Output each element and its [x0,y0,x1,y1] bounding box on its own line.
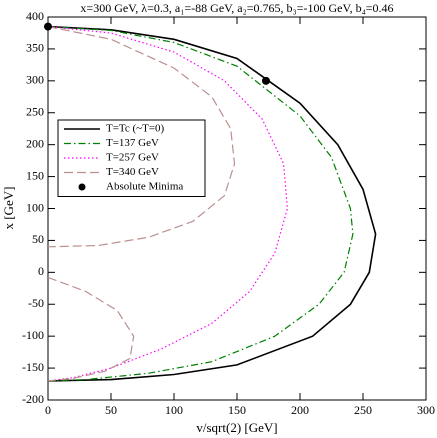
legend-label: Absolute Minima [106,181,183,193]
legend-label: T=Tc (~T=0) [106,123,165,135]
curve [47,26,236,382]
x-tick-label: 50 [105,403,117,417]
y-tick-label: -50 [28,296,44,310]
y-tick-label: -200 [22,392,44,406]
y-tick-label: 300 [26,73,44,87]
chart-title: x=300 GeV, λ=0.3, a₁=-88 GeV, a₂=0.765, … [80,1,393,15]
minimum-point [44,22,52,31]
minimum-point [261,76,270,85]
y-tick-label: 50 [32,232,44,246]
y-tick-label: 0 [38,264,44,278]
legend-marker [78,183,86,191]
curve [47,26,289,382]
x-tick-label: 300 [417,403,435,417]
plot-frame [47,16,427,401]
curve [47,25,377,382]
y-tick-label: -100 [22,328,44,342]
x-tick-label: 100 [165,403,183,417]
x-tick-label: 200 [291,403,309,417]
x-tick-label: 150 [228,403,246,417]
curve [47,26,354,382]
y-tick-label: 350 [26,41,44,55]
y-tick-label: 400 [26,9,44,23]
x-axis-label: v/sqrt(2) [GeV] [196,420,277,435]
x-tick-label: 0 [45,403,51,417]
y-tick-label: 200 [26,136,44,150]
y-tick-label: 150 [26,168,44,182]
x-tick-label: 250 [354,403,372,417]
y-tick-label: -150 [22,360,44,374]
legend-label: T=137 GeV [106,137,159,149]
legend-label: T=257 GeV [106,152,159,164]
y-tick-label: 100 [26,200,44,214]
y-axis-label: x [GeV] [1,187,16,230]
y-tick-label: 250 [26,105,44,119]
legend-label: T=340 GeV [106,166,159,178]
